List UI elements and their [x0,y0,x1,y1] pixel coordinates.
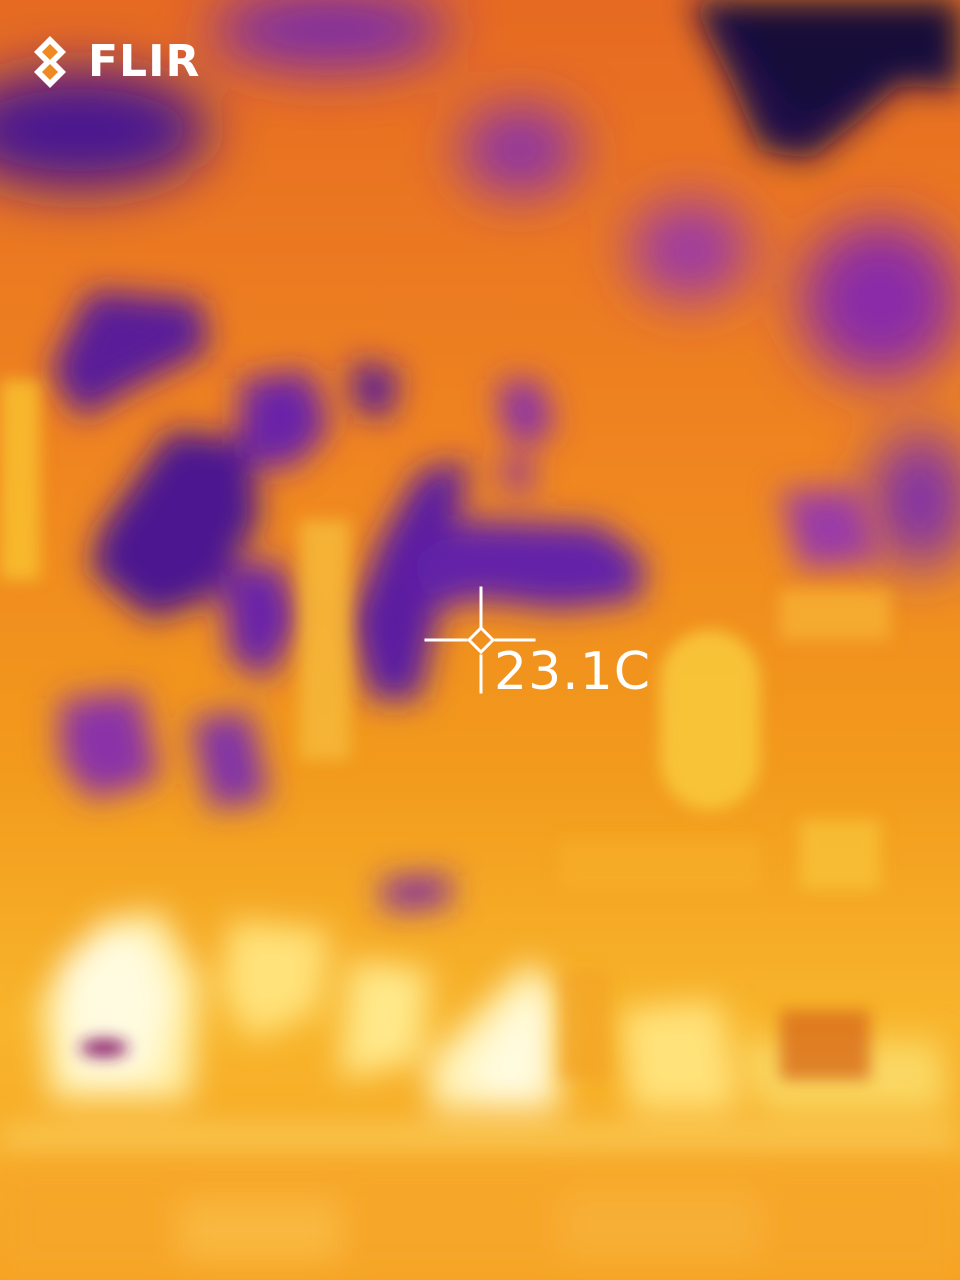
spot-temperature-readout: 23.1C [494,642,652,702]
flir-logo-text: FLIR [88,36,201,87]
crosshair-icon [424,586,536,694]
flir-logo: FLIR [30,32,200,92]
flir-diamond-logo-icon [34,36,66,88]
